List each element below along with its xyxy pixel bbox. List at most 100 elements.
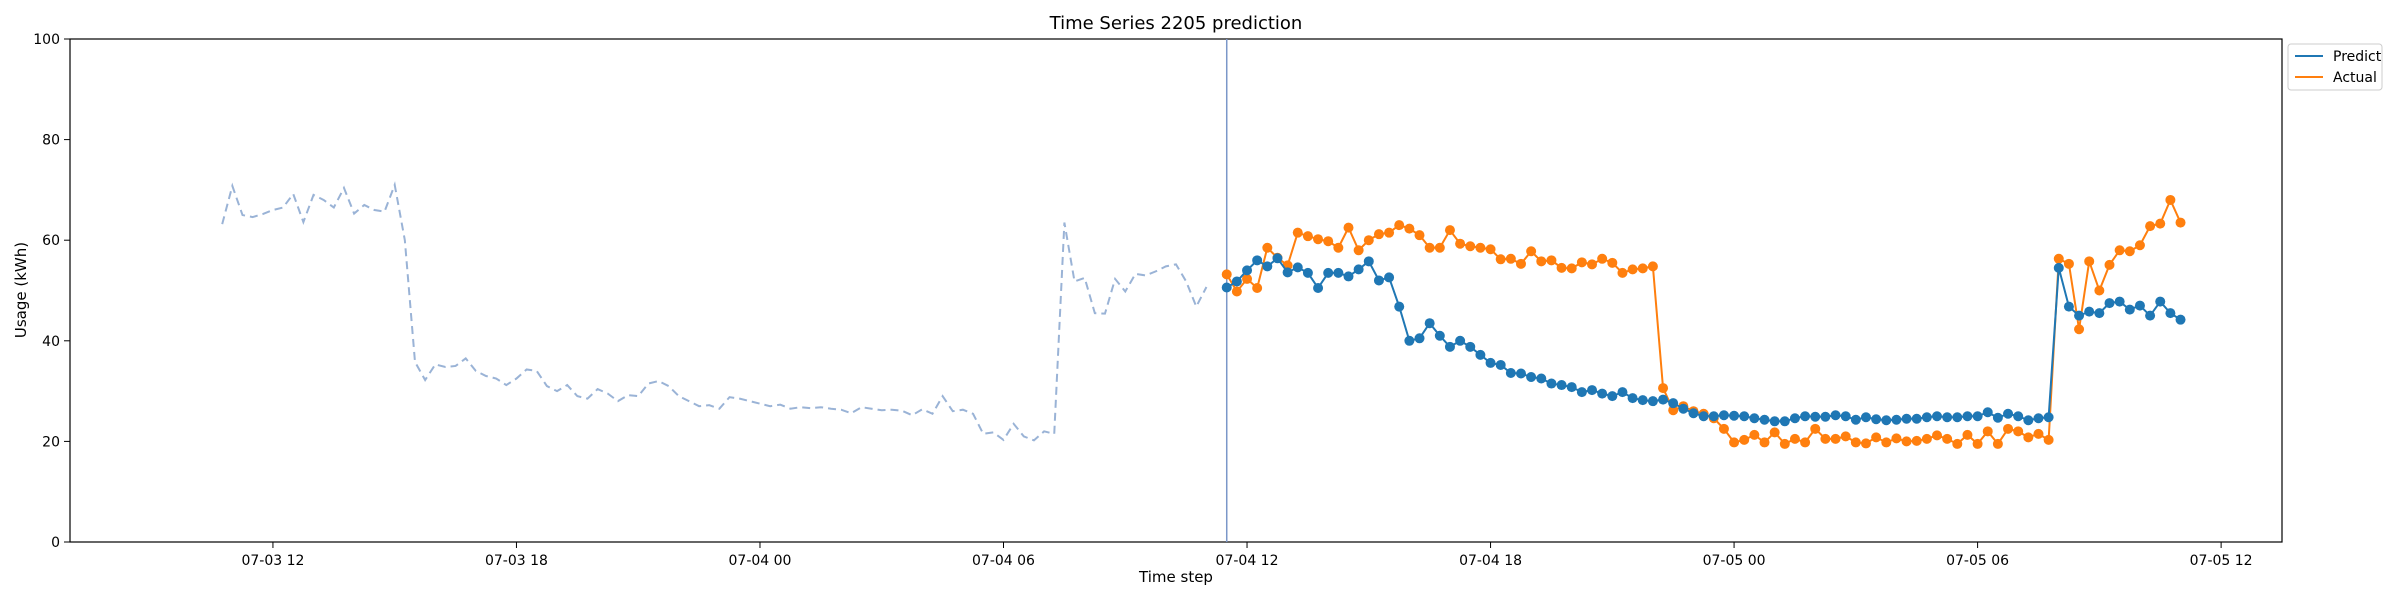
actual-point [1333,242,1344,253]
actual-point [2084,256,2095,267]
actual-point [1739,434,1750,445]
actual-point [1871,432,1882,443]
predict-point [1434,330,1445,341]
predict-point [1526,372,1537,383]
legend-label-predict: Predict [2333,49,2382,65]
predict-point [1658,394,1669,405]
predict-point [1485,357,1496,368]
actual-point [1810,423,1821,434]
predict-point [1414,333,1425,344]
predict-point [1739,411,1750,422]
plot-area-frame [69,38,2283,543]
actual-point [1881,437,1892,448]
x-tick-label: 07-05 00 [1703,553,1766,569]
predict-point [1262,261,1273,272]
predict-point [1323,267,1334,278]
actual-point [1566,263,1577,274]
actual-point [1455,238,1466,249]
y-tick-label: 0 [51,535,60,551]
predict-point [1962,411,1973,422]
actual-point [2134,240,2145,251]
predict-point [1678,403,1689,414]
predict-point [2053,262,2064,273]
actual-point [1323,236,1334,247]
predict-point [1313,282,1324,293]
predict-point [1242,265,1253,276]
predict-point [2165,308,2176,319]
actual-point [1718,423,1729,434]
predict-point [1617,387,1628,398]
actual-point [1576,257,1587,268]
actual-point [2145,221,2156,232]
predict-point [1272,253,1283,264]
actual-point [1942,433,1953,444]
actual-point [1850,437,1861,448]
predict-point [1708,411,1719,422]
x-tick-label: 07-04 06 [972,553,1035,569]
actual-point [1607,257,1618,268]
predict-point [1221,282,1232,293]
predict-point [1901,413,1912,424]
actual-point [1587,259,1598,270]
y-axis-title: Usage (kWh) [12,242,30,338]
actual-point [1860,438,1871,449]
predict-point [1252,255,1263,266]
predict-point [1921,412,1932,423]
predict-point [1840,411,1851,422]
actual-point [1769,427,1780,438]
predict-point [1404,335,1415,346]
predict-point [2104,298,2115,309]
actual-point [1404,223,1415,234]
actual-point [1302,231,1313,242]
predict-point [2023,415,2034,426]
predict-point [1505,367,1516,378]
predict-point [2094,308,2105,319]
predict-point [1891,414,1902,425]
predict-point [1860,412,1871,423]
predict-point [2084,306,2095,317]
actual-point [2175,217,2186,228]
actual-point [1556,262,1567,273]
actual-point [1972,438,1983,449]
predict-point [2155,296,2166,307]
actual-point [2033,428,2044,439]
predict-point [2033,413,2044,424]
actual-point [1647,261,1658,272]
actual-point [2013,426,2024,437]
predict-point [1779,416,1790,427]
actual-point [1515,258,1526,269]
predict-point [1373,275,1384,286]
x-tick-label: 07-05 06 [1946,553,2009,569]
predict-point [1992,412,2003,423]
actual-point [1962,429,1973,440]
predict-point [1353,264,1364,275]
actual-point [2094,285,2105,296]
actual-point [1911,435,1922,446]
predict-point [1536,373,1547,384]
x-tick-label: 07-05 12 [2190,553,2253,569]
y-tick-label: 20 [42,434,60,450]
actual-point [1373,229,1384,240]
actual-point [1932,430,1943,441]
actual-point [1384,227,1395,238]
actual-point [2063,258,2074,269]
predict-point [1475,349,1486,360]
predict-point [1333,267,1344,278]
predict-point [2063,301,2074,312]
actual-point [2165,194,2176,205]
predict-point [1688,408,1699,419]
predict-point [1343,271,1354,282]
predict-point [2134,300,2145,311]
predict-point [1850,414,1861,425]
actual-point [1495,254,1506,265]
predict-point [2074,310,2085,321]
predict-point [1282,267,1293,278]
actual-point [1800,437,1811,448]
predict-point [1830,410,1841,421]
predict-point [1292,262,1303,273]
predict-point [1871,414,1882,425]
actual-point [1444,225,1455,236]
predict-point [1444,341,1455,352]
predict-point [1759,414,1770,425]
